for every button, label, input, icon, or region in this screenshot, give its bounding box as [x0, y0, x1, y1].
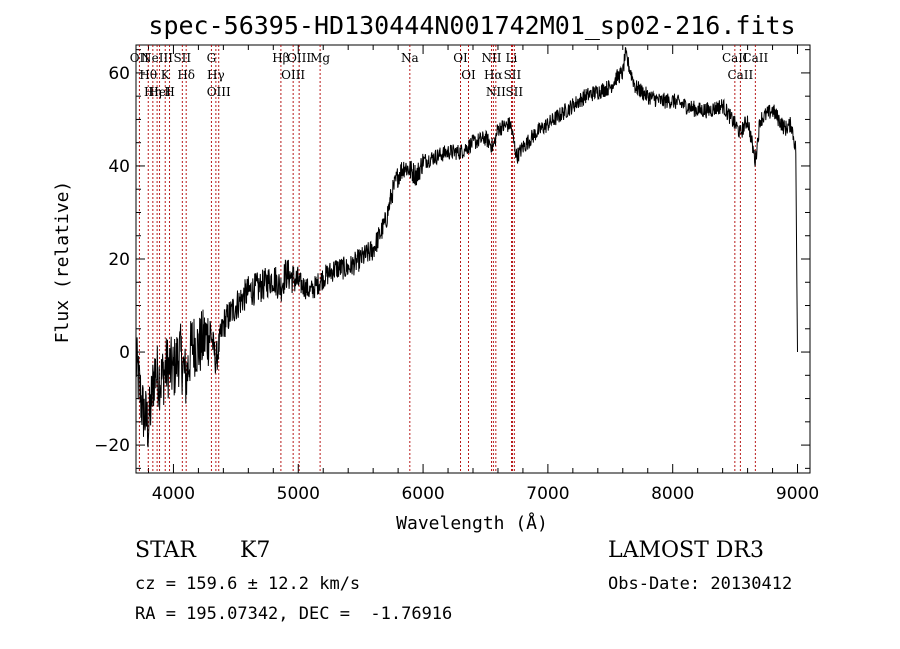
survey-name: LAMOST DR3 [608, 538, 764, 563]
observation-date: Obs-Date: 20130412 [608, 574, 793, 594]
line-label: NII [481, 51, 501, 65]
y-tick-label: −20 [94, 436, 130, 456]
x-tick-label: 4000 [152, 484, 195, 504]
x-tick-label: 8000 [651, 484, 694, 504]
line-label: Hα [484, 68, 503, 82]
x-tick-label: 9000 [776, 484, 819, 504]
line-label: OIII [281, 68, 305, 82]
line-label: SII [504, 68, 522, 82]
x-tick-label: 7000 [526, 484, 569, 504]
spectral-subclass: K7 [240, 538, 271, 563]
line-label: CaII [742, 51, 768, 65]
line-label: OIII [207, 85, 231, 99]
y-tick-label: 0 [119, 343, 130, 363]
line-label: OII [130, 51, 150, 65]
line-label: Hδ [177, 68, 195, 82]
x-axis-label: Wavelength (Å) [396, 512, 548, 534]
line-label: Li [506, 51, 518, 65]
line-label: SII [173, 51, 191, 65]
line-label: OI [453, 51, 468, 65]
line-label: SII [505, 85, 523, 99]
line-label: Hβ [272, 51, 289, 65]
line-label: G [207, 51, 217, 65]
y-tick-label: 60 [108, 64, 130, 84]
y-tick-label: 40 [108, 157, 130, 177]
line-label: CaII [727, 68, 753, 82]
coordinates: RA = 195.07342, DEC = -1.76916 [135, 604, 453, 624]
line-label: Hθ [139, 68, 157, 82]
line-label: NeIII [141, 51, 173, 65]
line-label: H [164, 85, 174, 99]
redshift-cz: cz = 159.6 ± 12.2 km/s [135, 574, 361, 594]
y-axis-label: Flux (relative) [52, 181, 73, 344]
object-class: STAR [135, 538, 196, 563]
chart-title: spec-56395-HD130444N001742M01_sp02-216.f… [148, 11, 795, 40]
x-tick-label: 6000 [401, 484, 444, 504]
line-label: Na [401, 51, 419, 65]
x-tick-label: 5000 [277, 484, 320, 504]
line-label: K [161, 68, 171, 82]
line-label: HeI [148, 85, 171, 99]
line-label: Hη [144, 85, 162, 99]
flux-series-line [135, 47, 798, 448]
line-label: NII [486, 85, 506, 99]
line-label: Hγ [207, 68, 225, 82]
y-tick-label: 20 [108, 250, 130, 270]
line-label: OI [461, 68, 476, 82]
line-label: Mg [310, 51, 330, 65]
line-label: OIII [287, 51, 311, 65]
line-label: CaII [722, 51, 748, 65]
